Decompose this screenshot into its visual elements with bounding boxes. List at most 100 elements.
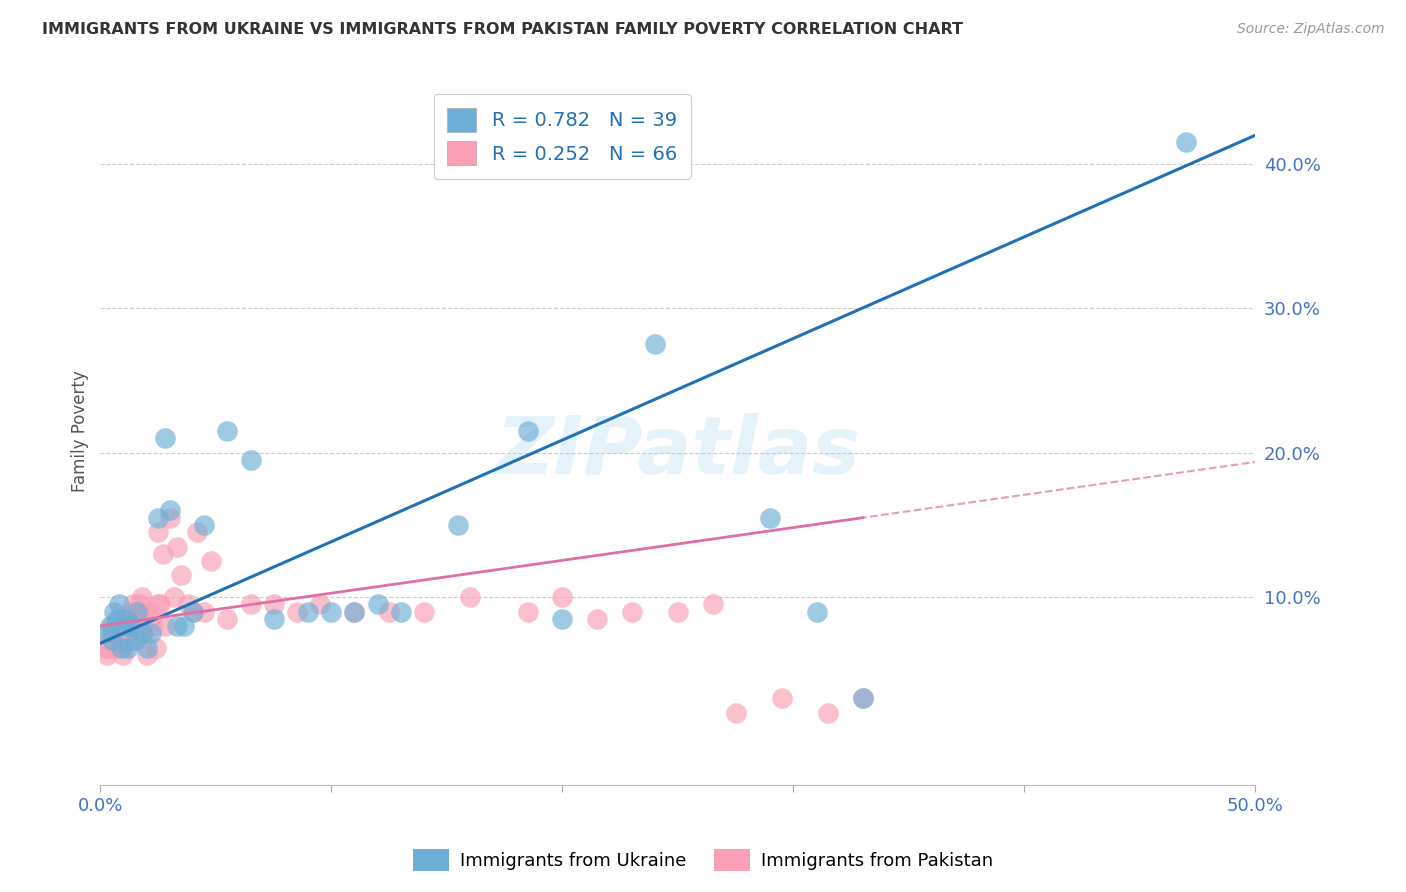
Point (551, 590, 574, 604)
Point (141, 612, 163, 626)
Point (181, 605, 204, 619)
Y-axis label: Family Poverty: Family Poverty (72, 370, 89, 492)
Point (127, 605, 149, 619)
Point (389, 605, 412, 619)
Point (378, 605, 401, 619)
Point (114, 612, 136, 626)
Point (806, 605, 828, 619)
Point (142, 619, 165, 633)
Point (120, 605, 142, 619)
Point (103, 633, 125, 648)
Point (131, 605, 153, 619)
Point (551, 612, 574, 626)
Point (193, 517, 215, 532)
Point (321, 605, 343, 619)
Point (263, 612, 285, 626)
Point (343, 605, 366, 619)
Point (644, 337, 666, 351)
Point (146, 525, 169, 540)
Point (177, 597, 200, 611)
Point (239, 453, 262, 467)
Point (98, 640, 121, 655)
Point (105, 612, 128, 626)
Point (124, 626, 146, 640)
Point (117, 612, 139, 626)
Point (114, 619, 136, 633)
Point (181, 605, 204, 619)
Point (620, 605, 643, 619)
Point (159, 503, 181, 517)
Point (117, 626, 139, 640)
Point (149, 597, 172, 611)
Point (105, 640, 128, 655)
Point (343, 605, 366, 619)
Point (852, 691, 875, 706)
Point (128, 597, 150, 611)
Point (94, 640, 117, 655)
Point (458, 590, 481, 604)
Point (163, 590, 186, 604)
Point (110, 633, 132, 648)
Point (124, 633, 146, 648)
Point (146, 510, 169, 524)
Point (141, 626, 163, 640)
Legend: Immigrants from Ukraine, Immigrants from Pakistan: Immigrants from Ukraine, Immigrants from… (406, 842, 1000, 879)
Point (153, 431, 176, 445)
Point (724, 706, 747, 720)
Point (96, 633, 118, 648)
Point (702, 597, 724, 611)
Point (170, 568, 193, 582)
Point (770, 691, 793, 706)
Point (135, 640, 157, 655)
Point (135, 648, 157, 662)
Point (193, 605, 215, 619)
Point (217, 612, 239, 626)
Point (166, 540, 188, 554)
Point (263, 597, 285, 611)
Point (285, 605, 308, 619)
Point (186, 525, 208, 540)
Point (127, 633, 149, 648)
Text: Source: ZipAtlas.com: Source: ZipAtlas.com (1237, 22, 1385, 37)
Point (138, 605, 160, 619)
Point (131, 626, 153, 640)
Point (759, 510, 782, 524)
Point (124, 619, 146, 633)
Point (586, 612, 609, 626)
Point (447, 517, 470, 532)
Point (121, 597, 143, 611)
Point (117, 640, 139, 655)
Point (96, 626, 118, 640)
Point (108, 597, 131, 611)
Point (127, 612, 149, 626)
Point (112, 648, 135, 662)
Point (101, 633, 124, 648)
Point (159, 510, 181, 524)
Point (217, 424, 239, 438)
Point (101, 626, 124, 640)
Point (120, 619, 142, 633)
Point (145, 640, 167, 655)
Point (173, 619, 195, 633)
Point (146, 597, 169, 611)
Point (110, 640, 132, 655)
Point (134, 626, 156, 640)
Point (166, 619, 188, 633)
Point (112, 626, 135, 640)
Point (103, 605, 125, 619)
Point (308, 597, 330, 611)
Point (666, 605, 689, 619)
Point (200, 554, 222, 568)
Point (852, 691, 875, 706)
Point (367, 597, 389, 611)
Point (98, 619, 121, 633)
Point (112, 619, 135, 633)
Point (131, 590, 153, 604)
Point (108, 612, 131, 626)
Point (516, 424, 538, 438)
Point (96, 648, 118, 662)
Point (297, 605, 319, 619)
Legend: R = 0.782   N = 39, R = 0.252   N = 66: R = 0.782 N = 39, R = 0.252 N = 66 (433, 95, 690, 178)
Point (153, 619, 176, 633)
Text: ZIPatlas: ZIPatlas (495, 413, 860, 491)
